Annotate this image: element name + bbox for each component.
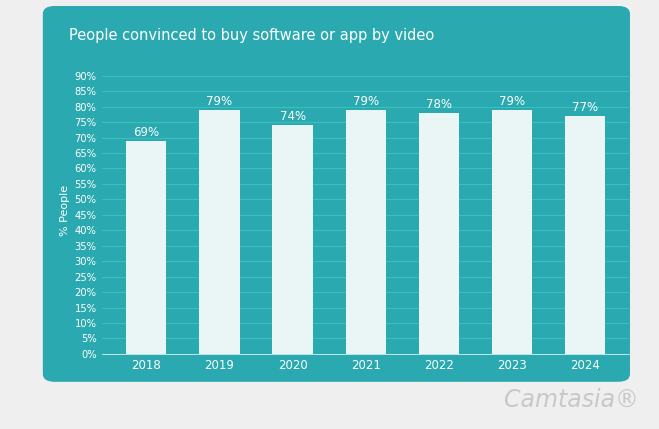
Bar — [199, 110, 239, 354]
Text: 79%: 79% — [206, 95, 233, 108]
Text: 79%: 79% — [499, 95, 525, 108]
Bar — [492, 110, 532, 354]
Text: People convinced to buy software or app by video: People convinced to buy software or app … — [69, 28, 434, 43]
Bar — [272, 125, 313, 354]
Bar — [418, 113, 459, 354]
Text: 77%: 77% — [572, 101, 598, 114]
Text: 69%: 69% — [133, 126, 159, 139]
Bar — [126, 141, 166, 354]
Y-axis label: % People: % People — [60, 184, 71, 236]
Text: 79%: 79% — [353, 95, 379, 108]
Bar — [565, 116, 606, 354]
Text: 74%: 74% — [279, 110, 306, 123]
Text: 78%: 78% — [426, 98, 452, 111]
Bar — [345, 110, 386, 354]
Text: Camtasia®: Camtasia® — [505, 388, 639, 412]
FancyBboxPatch shape — [43, 6, 630, 382]
